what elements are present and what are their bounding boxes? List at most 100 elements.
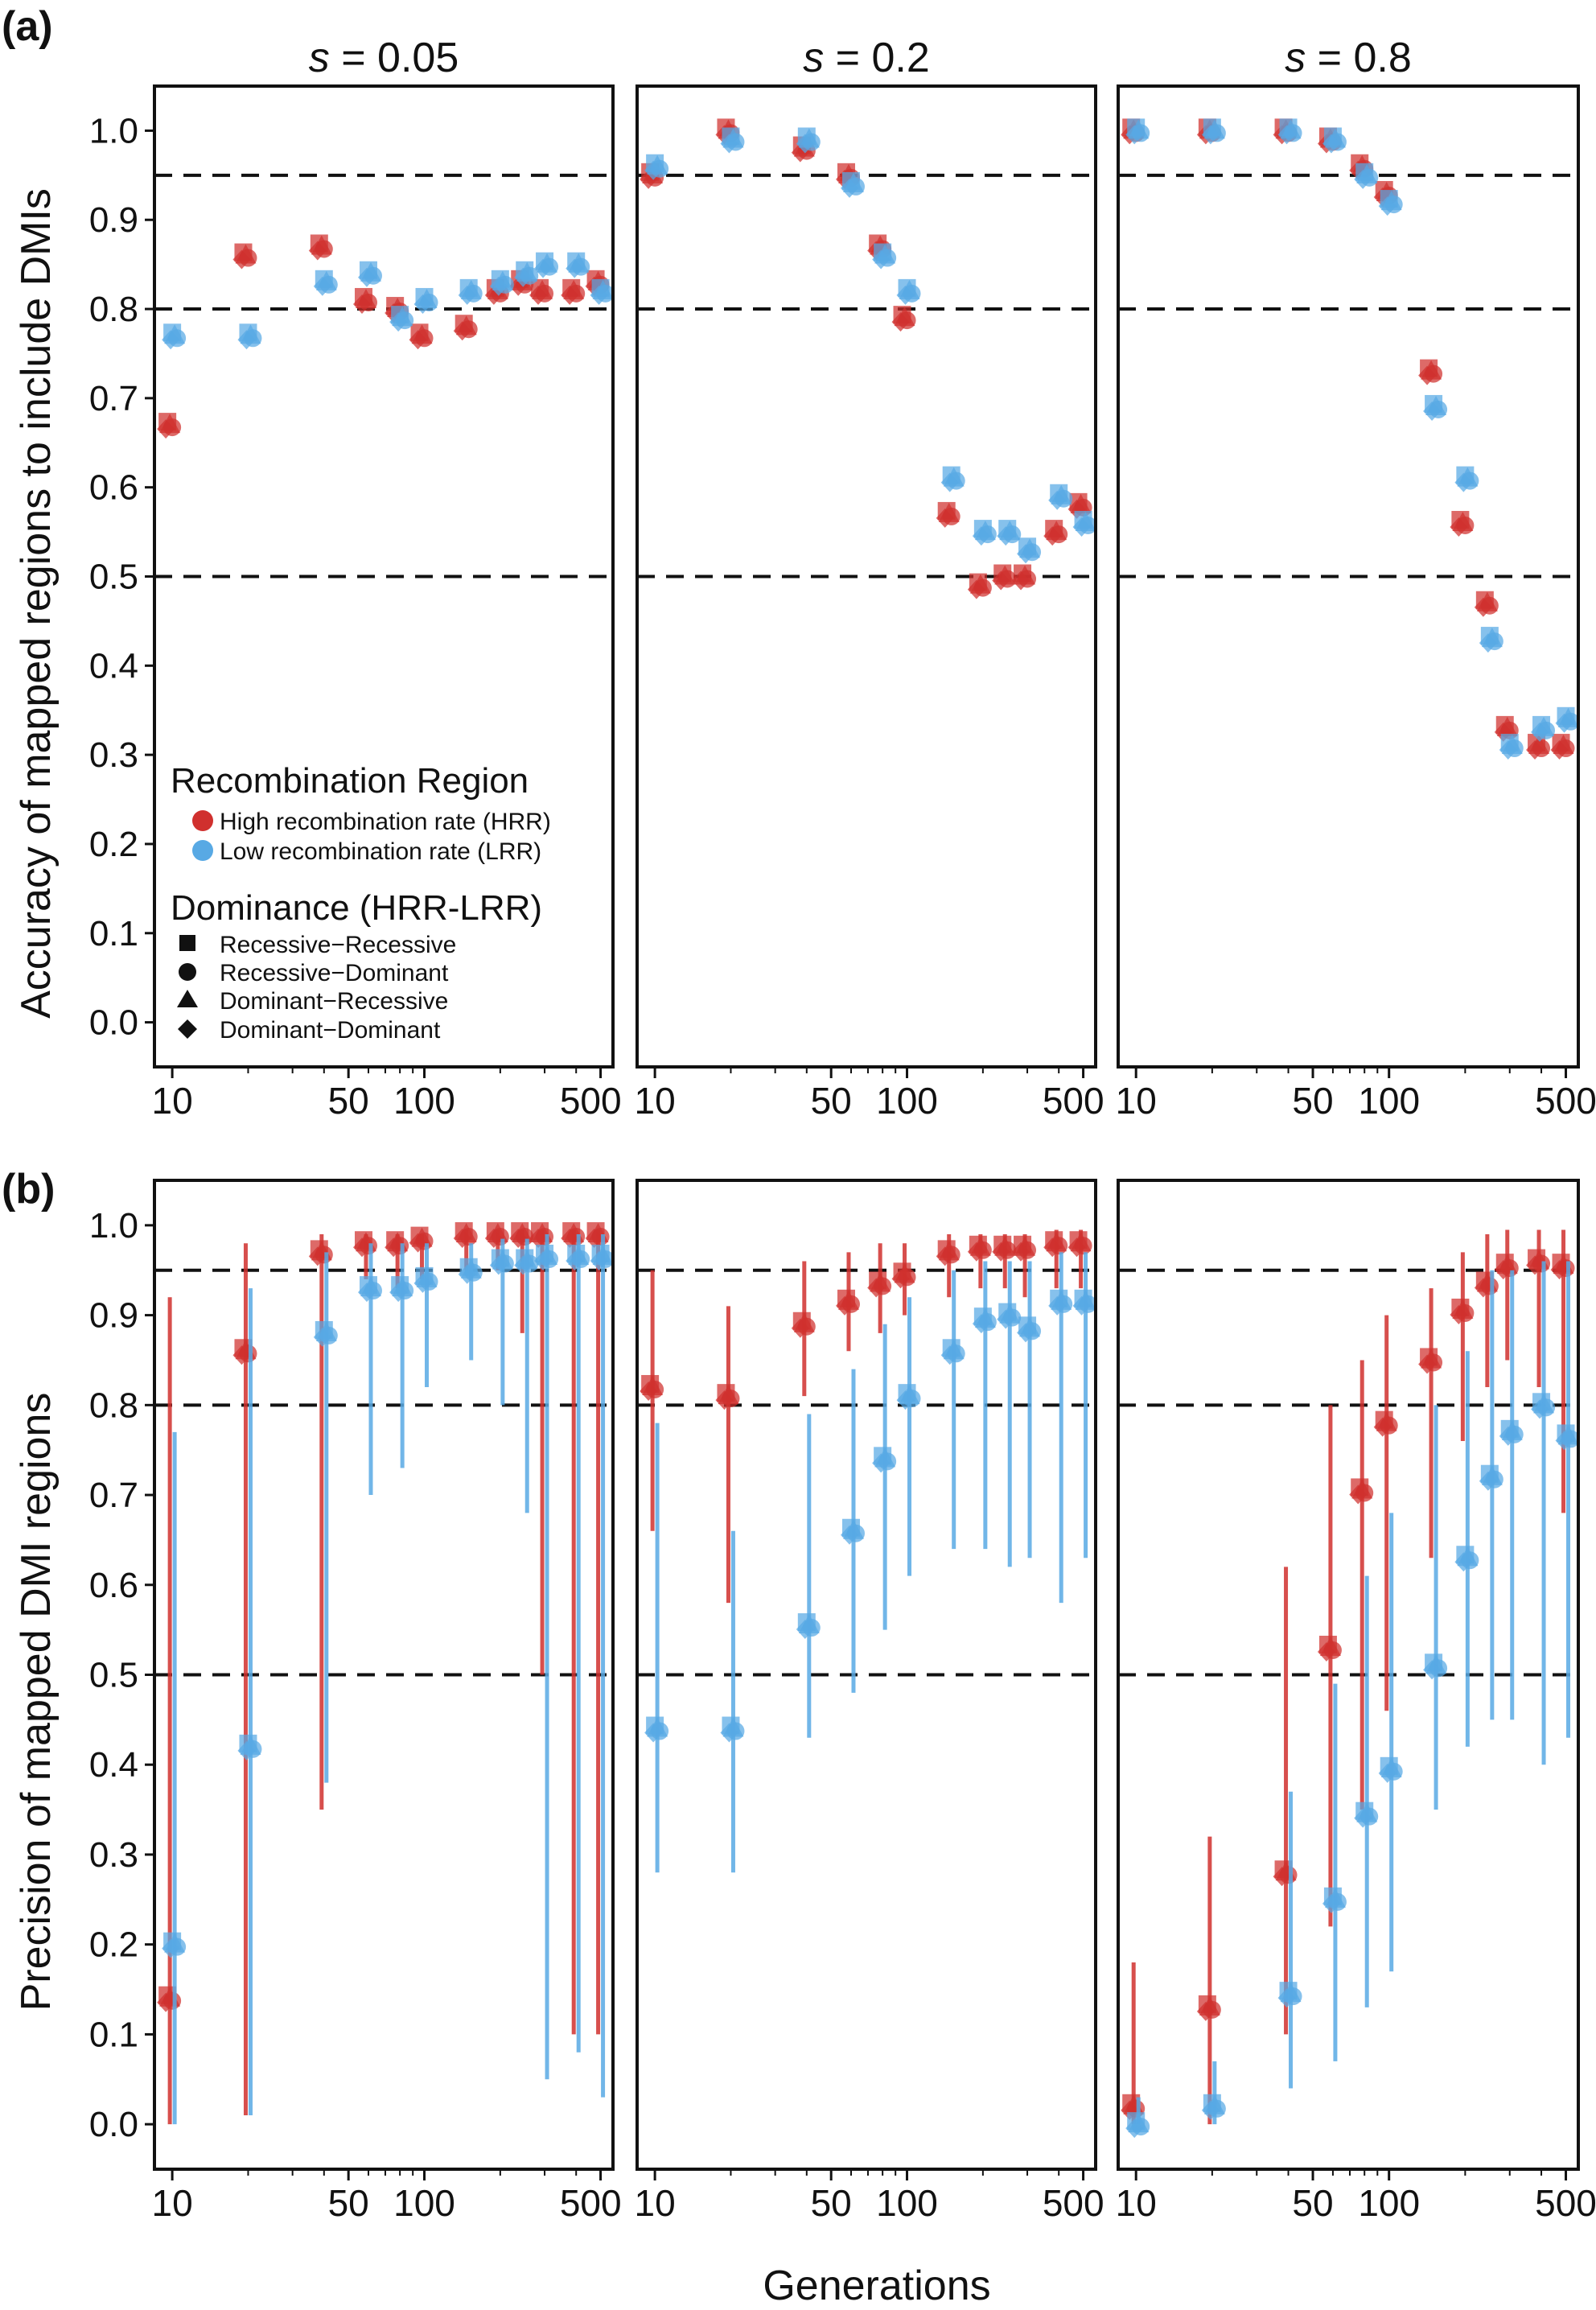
point-lrr-diamond-500: [1072, 517, 1091, 537]
point-hrr-diamond-500: [1550, 1260, 1569, 1280]
facet-1-1: 10 50 100 500: [635, 1179, 1104, 2224]
point-hrr-diamond-250: [992, 1241, 1010, 1262]
point-hrr-diamond-150: [936, 508, 954, 528]
x-tick-label-50: 50: [1292, 2182, 1333, 2224]
point-lrr-diamond-80: [1354, 1808, 1372, 1828]
point-lrr-diamond-20: [1201, 125, 1220, 145]
point-hrr-diamond-20: [232, 1345, 251, 1365]
point-lrr-diamond-60: [840, 178, 858, 198]
point-lrr-diamond-40: [796, 134, 814, 154]
point-lrr-diamond-250: [997, 1309, 1015, 1329]
point-lrr-diamond-200: [489, 1255, 508, 1275]
x-tick-label-500: 500: [1043, 1080, 1104, 1122]
point-lrr-diamond-500: [590, 285, 608, 305]
point-hrr-diamond-80: [385, 1237, 403, 1258]
x-tick-label-500: 500: [1535, 2182, 1596, 2224]
legend: Recombination Region High recombination …: [171, 761, 551, 1044]
point-lrr-diamond-80: [389, 312, 408, 332]
y-tick-label-0.6: 0.6: [89, 1566, 138, 1605]
point-lrr-diamond-100: [896, 285, 915, 305]
x-tick-label-10: 10: [1116, 2182, 1157, 2224]
facet-title: s = 0.8: [1285, 35, 1412, 81]
point-lrr-diamond-100: [413, 1273, 432, 1293]
x-tick-label-50: 50: [811, 1080, 852, 1122]
legend-lrr-label: Low recombination rate (LRR): [220, 838, 541, 865]
point-hrr-diamond-200: [1450, 1305, 1468, 1325]
point-hrr-diamond-500: [1550, 740, 1569, 760]
point-hrr-diamond-400: [1043, 526, 1062, 546]
facet-frame: [636, 1179, 1097, 2171]
x-tick-label-10: 10: [635, 2182, 676, 2224]
point-lrr-diamond-100: [1378, 196, 1396, 216]
facet-0-0: s = 0.05 10 50 100 500 0.0 0.1 0.2 0.3 0.4 0.5 0.6 0…: [89, 35, 622, 1122]
y-tick-label-0.4: 0.4: [89, 646, 138, 686]
point-lrr-diamond-400: [566, 258, 584, 278]
point-lrr-diamond-60: [1322, 134, 1340, 154]
legend-hrr-marker: [192, 810, 213, 831]
facet-frame: [1117, 84, 1580, 1069]
point-lrr-diamond-10: [644, 1723, 663, 1743]
point-hrr-diamond-200: [1450, 517, 1468, 537]
x-tick-label-500: 500: [1043, 2182, 1104, 2224]
x-tick-label-10: 10: [152, 1080, 193, 1122]
point-hrr-diamond-400: [1526, 1255, 1545, 1275]
point-lrr-diamond-300: [1017, 544, 1035, 564]
point-hrr-diamond-10: [157, 419, 175, 439]
y-tick-label-0.4: 0.4: [89, 1745, 138, 1785]
legend-square-marker: [179, 935, 195, 951]
series-hrr: [1121, 1229, 1575, 2125]
point-lrr-diamond-10: [1125, 2119, 1144, 2139]
legend-circle-marker: [179, 963, 196, 981]
point-lrr-diamond-80: [1354, 169, 1372, 189]
y-axis-label-b: Precision of mapped DMI regions: [13, 1393, 60, 2011]
point-hrr-diamond-400: [1043, 1237, 1062, 1258]
point-lrr-diamond-300: [1499, 1426, 1517, 1446]
point-lrr-diamond-150: [940, 472, 959, 492]
series-lrr: [1125, 1261, 1580, 2139]
point-lrr-diamond-400: [1048, 490, 1067, 510]
point-hrr-diamond-400: [1526, 740, 1545, 760]
legend-dominance-title: Dominance (HRR-LRR): [171, 888, 542, 928]
point-lrr-diamond-80: [872, 249, 891, 270]
y-tick-label-0.5: 0.5: [89, 1656, 138, 1695]
legend-dr-label: Dominant−Recessive: [220, 988, 448, 1015]
facet-1-0: 10 50 100 500 0.0 0.1 0.2 0.3 0.4 0.5 0.6 0.7 0.8 0.9…: [89, 1179, 622, 2224]
point-lrr-diamond-20: [720, 134, 738, 154]
point-lrr-diamond-80: [872, 1453, 891, 1473]
x-tick-label-50: 50: [328, 1080, 369, 1122]
point-hrr-diamond-150: [453, 1229, 471, 1249]
point-hrr-diamond-100: [891, 312, 910, 332]
y-tick-label-0.7: 0.7: [89, 379, 138, 418]
x-tick-label-100: 100: [393, 1080, 455, 1122]
facet-1-2: 10 50 100 500: [1116, 1179, 1596, 2224]
y-tick-label-0.1: 0.1: [89, 2015, 138, 2054]
x-tick-label-100: 100: [876, 2182, 938, 2224]
point-lrr-diamond-200: [489, 276, 508, 296]
point-hrr-diamond-10: [640, 1381, 658, 1401]
point-hrr-diamond-60: [352, 1237, 371, 1258]
point-lrr-diamond-250: [1479, 633, 1497, 653]
point-lrr-diamond-60: [840, 1525, 858, 1545]
x-axis-label: Generations: [763, 2263, 990, 2309]
y-tick-label-0.3: 0.3: [89, 1835, 138, 1875]
point-lrr-diamond-80: [389, 1283, 408, 1303]
point-hrr-diamond-20: [715, 1390, 734, 1410]
point-hrr-diamond-400: [561, 285, 579, 305]
point-lrr-diamond-40: [313, 276, 331, 296]
point-hrr-diamond-150: [453, 321, 471, 341]
y-tick-label-0.9: 0.9: [89, 200, 138, 240]
point-hrr-diamond-100: [409, 1233, 427, 1253]
point-lrr-diamond-500: [1555, 713, 1573, 733]
y-tick-label-0.5: 0.5: [89, 558, 138, 597]
point-lrr-diamond-40: [796, 1620, 814, 1640]
x-tick-label-500: 500: [1535, 1080, 1596, 1122]
point-hrr-diamond-300: [1012, 570, 1030, 591]
point-lrr-diamond-400: [1531, 1399, 1549, 1419]
x-tick-label-100: 100: [1358, 1080, 1420, 1122]
point-lrr-diamond-150: [458, 285, 476, 305]
point-hrr-diamond-40: [791, 1318, 809, 1338]
point-lrr-diamond-200: [972, 526, 990, 546]
point-hrr-diamond-300: [529, 285, 548, 305]
y-tick-label-0.8: 0.8: [89, 1386, 138, 1425]
point-lrr-diamond-20: [237, 1740, 256, 1760]
